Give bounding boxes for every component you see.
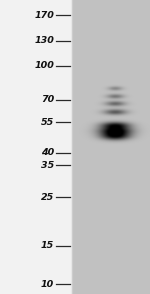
Text: 40: 40: [41, 148, 54, 157]
Text: 55: 55: [41, 118, 54, 127]
Text: 130: 130: [34, 36, 54, 45]
Text: 15: 15: [41, 241, 54, 250]
Text: 100: 100: [34, 61, 54, 70]
Text: 25: 25: [41, 193, 54, 202]
Text: 170: 170: [34, 11, 54, 20]
Text: 10: 10: [41, 280, 54, 288]
Text: 70: 70: [41, 95, 54, 104]
Text: 35: 35: [41, 161, 54, 170]
